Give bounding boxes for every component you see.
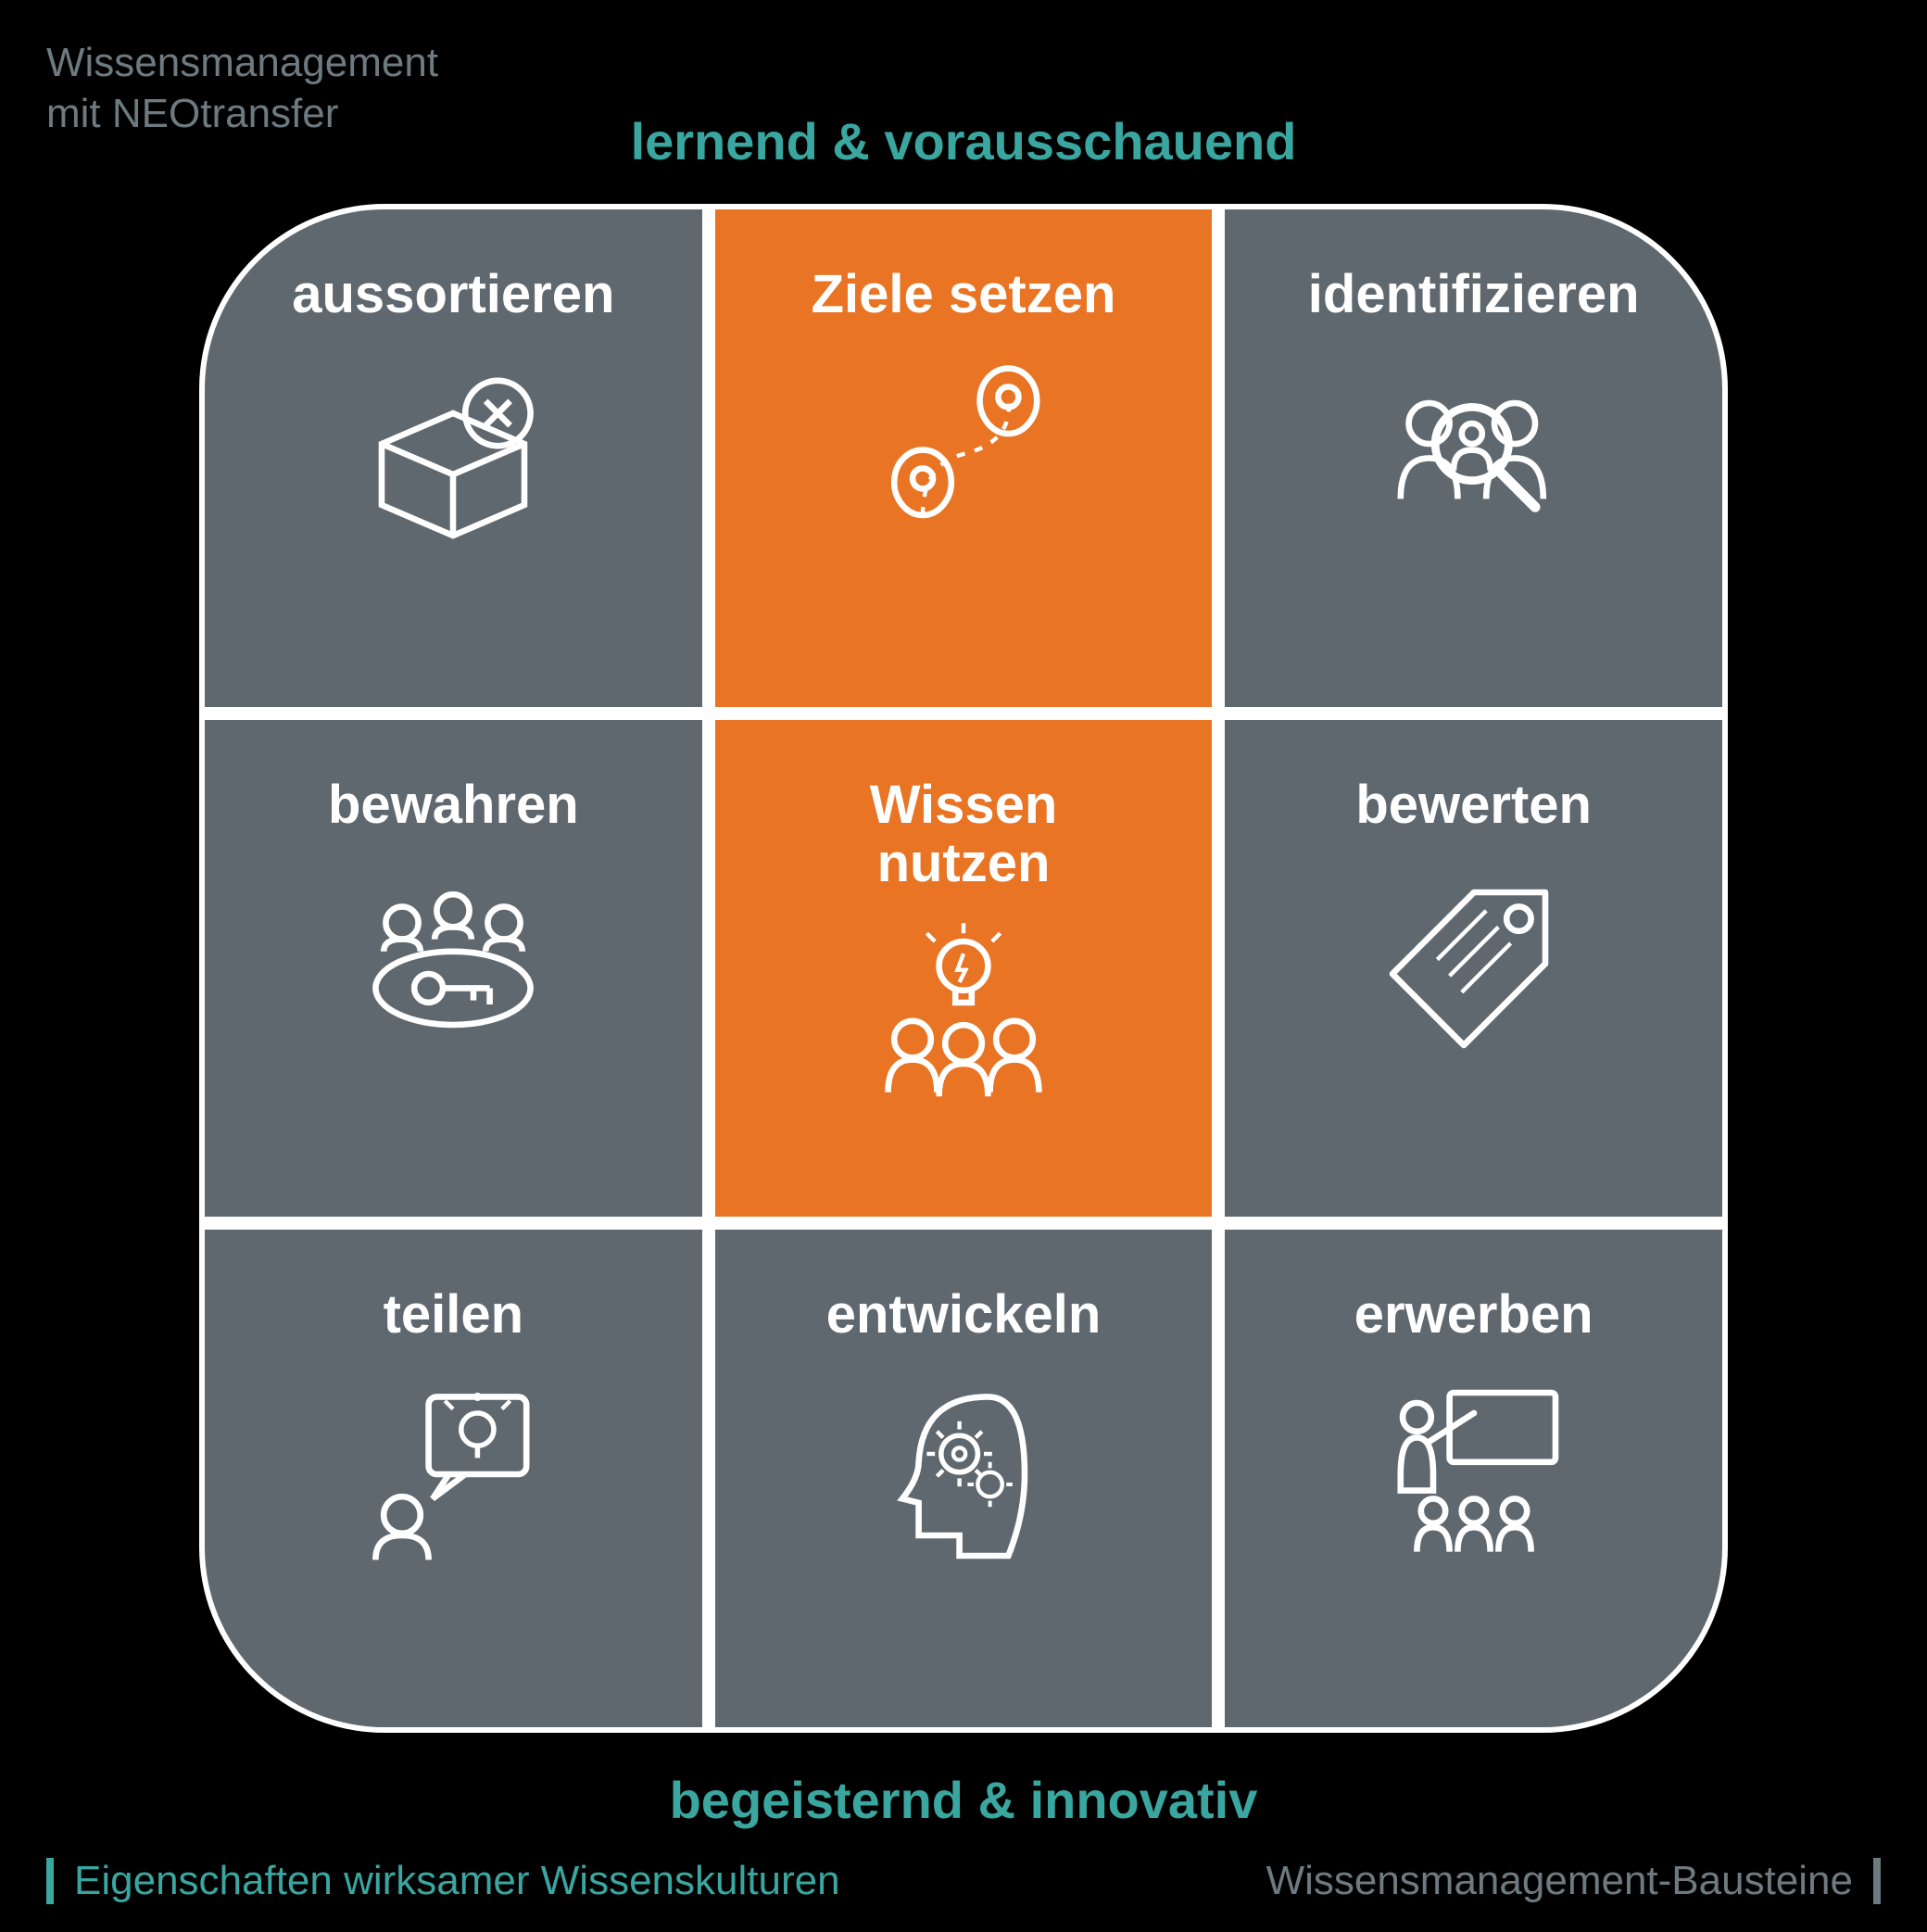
cell-title: bewerten [1355, 776, 1592, 835]
header-line1: Wissensmanagement [46, 40, 438, 85]
edge-label-bottom: begeisternd & innovativ [670, 1770, 1258, 1830]
cell-title: bewahren [328, 776, 579, 835]
classroom-icon [1354, 1372, 1594, 1576]
cell-title: Ziele setzen [812, 265, 1116, 324]
edge-label-top: lernend & vorausschauend [631, 111, 1297, 171]
cell-ziele-setzen[interactable]: Ziele setzen [715, 209, 1213, 707]
cell-identifizieren[interactable]: identifizieren [1225, 209, 1722, 707]
cell-erwerben[interactable]: erwerben [1225, 1230, 1722, 1727]
cell-bewerten[interactable]: bewerten [1225, 720, 1722, 1218]
cell-bewahren[interactable]: bewahren [205, 720, 702, 1218]
cell-teilen[interactable]: teilen [205, 1230, 702, 1727]
speech-bulb-icon [333, 1372, 573, 1576]
price-tag-icon [1354, 862, 1594, 1066]
cell-wissen-nutzen[interactable]: Wissen nutzen [715, 720, 1213, 1218]
header-title: Wissensmanagement mit NEOtransfer [46, 37, 438, 139]
cell-title: Wissen nutzen [870, 776, 1058, 894]
cell-title: identifizieren [1308, 265, 1640, 324]
knowledge-grid: aussortieren Ziele setzen identifizieren… [199, 204, 1728, 1733]
table-key-icon [333, 862, 573, 1066]
header-line2: mit NEOtransfer [46, 91, 338, 136]
cell-aussortieren[interactable]: aussortieren [205, 209, 702, 707]
footer-right: Wissensmanagement-Bausteine [1266, 1858, 1881, 1904]
cell-title: aussortieren [292, 265, 614, 324]
box-delete-icon [333, 352, 573, 556]
route-pins-icon [843, 352, 1084, 556]
cell-entwickeln[interactable]: entwickeln [715, 1230, 1213, 1727]
cell-title: teilen [384, 1285, 524, 1345]
head-gears-icon [843, 1372, 1084, 1576]
people-search-icon [1354, 352, 1594, 556]
people-bulb-icon [843, 921, 1084, 1125]
cell-title: entwickeln [826, 1285, 1102, 1345]
footer-left: Eigenschaften wirksamer Wissenskulturen [46, 1858, 840, 1904]
cell-title: erwerben [1354, 1285, 1593, 1345]
